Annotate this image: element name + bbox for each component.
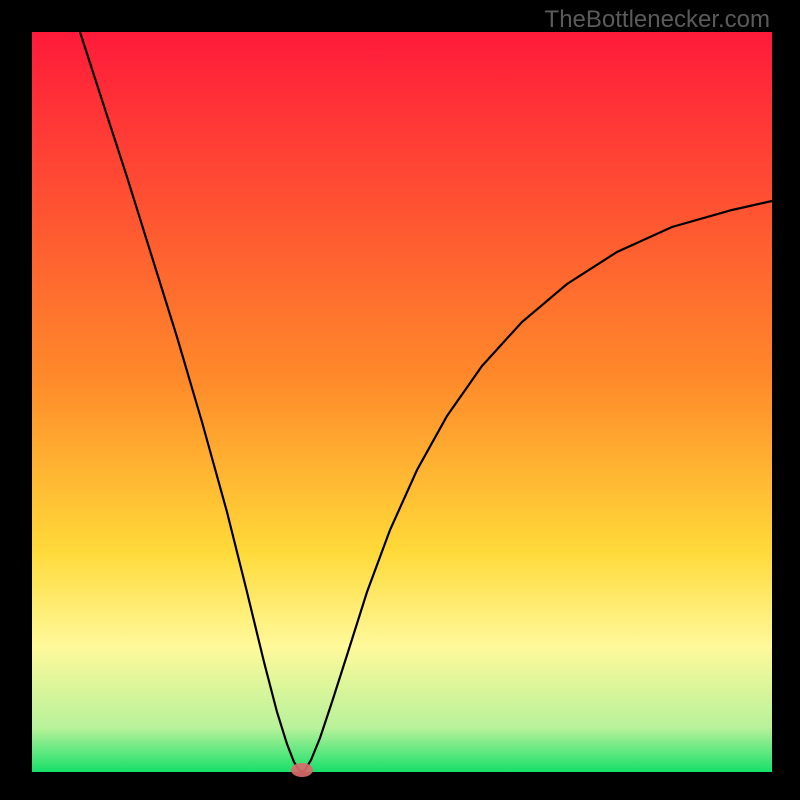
optimal-marker xyxy=(291,763,313,777)
chart-frame: TheBottlenecker.com xyxy=(0,0,800,800)
bottleneck-curve xyxy=(80,32,772,772)
curve-layer xyxy=(0,0,800,800)
